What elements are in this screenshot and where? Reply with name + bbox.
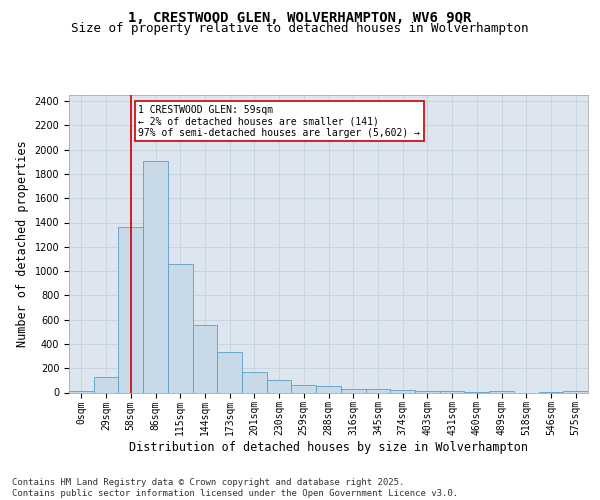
Bar [143, 160, 168, 392]
Bar [242, 372, 267, 392]
Bar [316, 386, 341, 392]
Text: 1, CRESTWOOD GLEN, WOLVERHAMPTON, WV6 9QR: 1, CRESTWOOD GLEN, WOLVERHAMPTON, WV6 9Q… [128, 11, 472, 25]
Bar [365, 390, 390, 392]
Bar [341, 389, 365, 392]
Text: Size of property relative to detached houses in Wolverhampton: Size of property relative to detached ho… [71, 22, 529, 35]
Bar [267, 380, 292, 392]
Text: 1 CRESTWOOD GLEN: 59sqm
← 2% of detached houses are smaller (141)
97% of semi-de: 1 CRESTWOOD GLEN: 59sqm ← 2% of detached… [138, 104, 420, 138]
X-axis label: Distribution of detached houses by size in Wolverhampton: Distribution of detached houses by size … [129, 441, 528, 454]
Bar [94, 378, 118, 392]
Bar [390, 390, 415, 392]
Text: Contains HM Land Registry data © Crown copyright and database right 2025.
Contai: Contains HM Land Registry data © Crown c… [12, 478, 458, 498]
Bar [118, 228, 143, 392]
Bar [193, 325, 217, 392]
Y-axis label: Number of detached properties: Number of detached properties [16, 140, 29, 347]
Bar [292, 385, 316, 392]
Bar [217, 352, 242, 393]
Bar [168, 264, 193, 392]
